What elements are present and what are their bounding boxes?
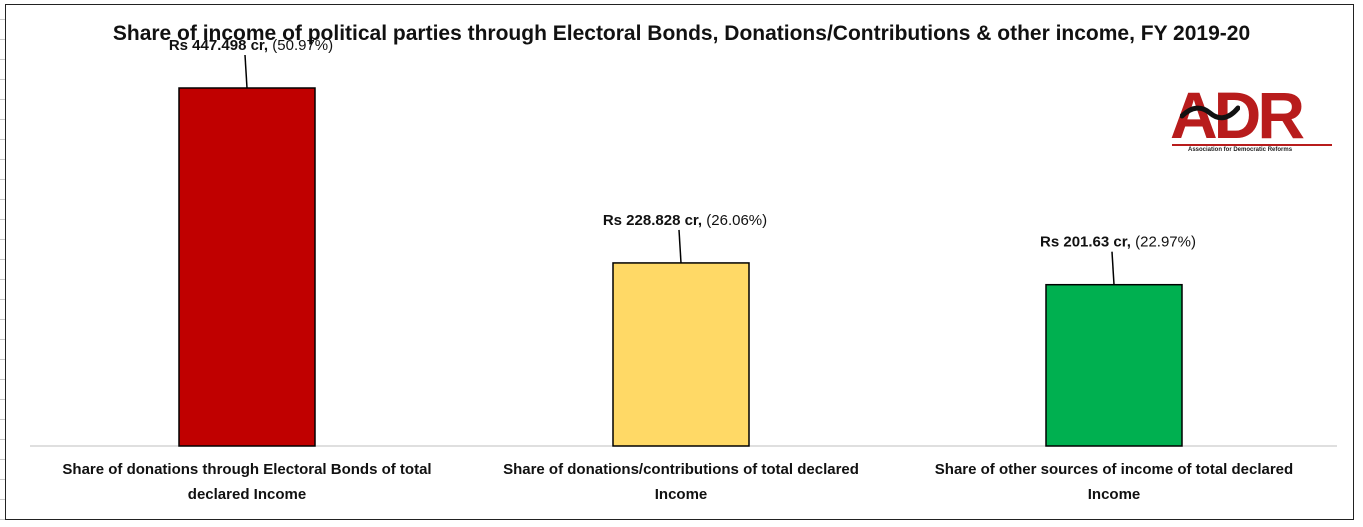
data-label-percent: (22.97%) [1131, 234, 1196, 251]
data-label-leader-1 [244, 54, 248, 89]
data-label-percent: (50.97%) [268, 37, 333, 54]
adr-logo: ADR Association for Democratic Reforms [1170, 80, 1335, 158]
logo-subtitle: Association for Democratic Reforms [1188, 147, 1293, 153]
data-label-amount: Rs 201.63 cr, [1040, 234, 1131, 251]
left-edge-ruler [0, 0, 5, 527]
data-label-amount: Rs 228.828 cr, [603, 212, 702, 229]
data-label-amount: Rs 447.498 cr, [169, 37, 268, 54]
bar-1 [178, 87, 316, 447]
data-label-3: Rs 201.63 cr, (22.97%) [1040, 234, 1196, 251]
category-label-1-line-2: declared Income [188, 486, 306, 503]
logo-text: ADR [1170, 78, 1305, 152]
bar-3 [1045, 283, 1183, 447]
bar-2 [612, 262, 750, 447]
category-label-3-line-2: Income [1088, 486, 1141, 503]
chart-title: Share of income of political parties thr… [112, 22, 1251, 45]
logo-underline [1172, 144, 1332, 146]
data-label-percent: (26.06%) [702, 212, 767, 229]
data-label-leader-2 [678, 229, 682, 263]
data-label-1: Rs 447.498 cr, (50.97%) [169, 37, 333, 54]
category-label-2-line-2: Income [655, 486, 708, 503]
category-label-3-line-1: Share of other sources of income of tota… [935, 461, 1293, 478]
data-label-2: Rs 228.828 cr, (26.06%) [603, 212, 767, 229]
data-label-leader-3 [1111, 251, 1115, 285]
category-label-1-line-1: Share of donations through Electoral Bon… [62, 461, 431, 478]
logo-swoosh-icon [1180, 105, 1240, 121]
category-label-2-line-1: Share of donations/contributions of tota… [503, 461, 859, 478]
